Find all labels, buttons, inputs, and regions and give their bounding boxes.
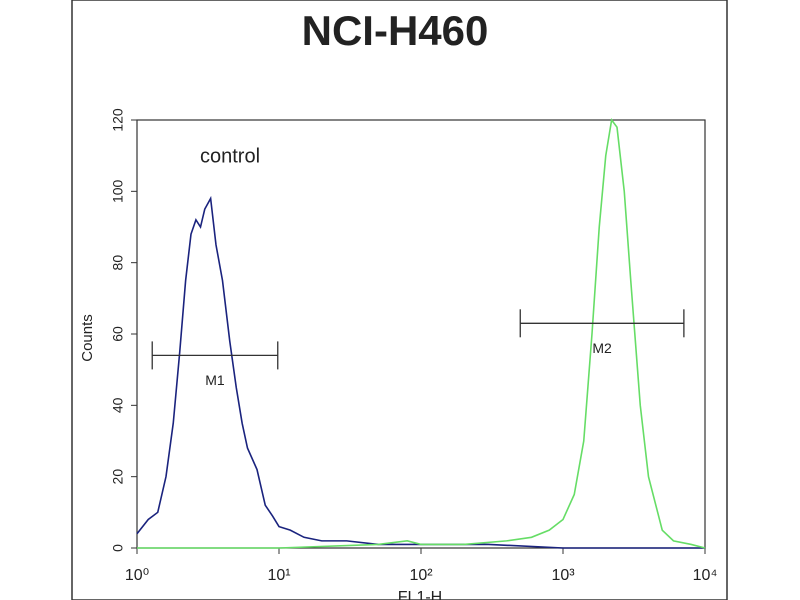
y-tick-label: 60 [110, 326, 126, 342]
marker-label: M2 [592, 340, 612, 356]
y-tick-label: 120 [110, 108, 126, 132]
y-tick-label: 40 [110, 397, 126, 413]
y-tick-label: 0 [110, 544, 126, 552]
x-axis-label: FL1-H [398, 589, 442, 600]
y-tick-label: 20 [110, 469, 126, 485]
y-axis-label: Counts [79, 314, 96, 362]
marker-label: M1 [205, 372, 225, 388]
x-tick-label: 10¹ [267, 567, 290, 584]
x-tick-label: 10⁴ [693, 567, 718, 584]
chart-title: NCI-H460 [302, 7, 489, 54]
annotation: control [200, 145, 260, 167]
frame [71, 0, 728, 600]
series-line [137, 118, 706, 549]
x-tick-label: 10⁰ [125, 567, 149, 584]
series-line [136, 195, 705, 549]
x-tick-label: 10³ [551, 567, 575, 584]
y-tick-label: 100 [110, 179, 126, 203]
y-tick-label: 80 [110, 255, 126, 271]
x-tick-label: 10² [409, 567, 433, 584]
